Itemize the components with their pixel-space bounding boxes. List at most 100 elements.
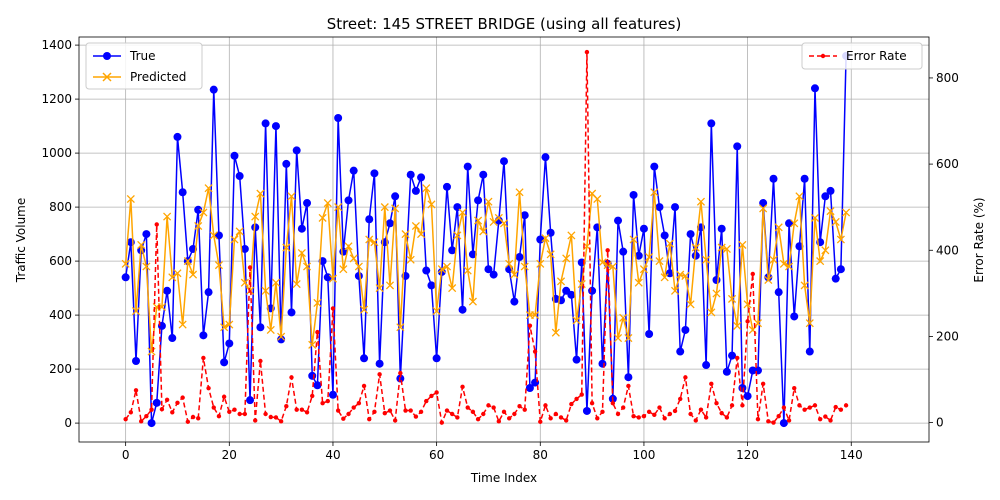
data-point (753, 366, 762, 375)
data-point (123, 416, 128, 422)
data-point (691, 243, 700, 252)
data-point (671, 203, 680, 212)
data-point (448, 284, 457, 293)
data-point (220, 323, 229, 332)
data-point (727, 294, 737, 303)
data-point (795, 242, 804, 251)
legend-true-label: True (129, 49, 156, 63)
data-point (152, 398, 161, 407)
data-point (520, 262, 529, 271)
data-point (442, 262, 452, 271)
data-point (277, 335, 286, 344)
data-point (831, 274, 840, 283)
data-point (807, 405, 812, 410)
data-point (499, 219, 509, 228)
data-point (339, 265, 348, 274)
data-point (484, 197, 493, 206)
data-point (802, 407, 807, 412)
data-point (318, 213, 327, 222)
data-point (810, 84, 819, 93)
data-point (142, 262, 151, 271)
data-point (686, 300, 695, 309)
data-point (703, 415, 709, 420)
data-point (541, 234, 550, 243)
data-point (785, 219, 794, 228)
data-point (489, 270, 498, 279)
data-point (769, 255, 778, 264)
y-tick-label: 0 (64, 416, 72, 430)
data-point (313, 381, 322, 390)
data-point (655, 257, 664, 266)
data-point (712, 289, 721, 298)
data-point (641, 413, 647, 419)
data-point (631, 413, 636, 419)
data-point (660, 231, 669, 240)
data-point (284, 404, 289, 409)
data-point (615, 411, 621, 417)
data-point (735, 355, 740, 361)
data-point (719, 410, 724, 416)
data-point (486, 403, 491, 408)
legend-predicted-marker (102, 72, 112, 82)
data-point (302, 262, 312, 271)
y-tick-label: 200 (49, 362, 72, 376)
data-point (142, 230, 151, 239)
data-point (759, 204, 768, 213)
data-point (170, 410, 175, 415)
data-point (619, 247, 628, 256)
data-point (743, 392, 752, 401)
chart-title: Street: 145 STREET BRIDGE (using all fea… (327, 15, 682, 33)
y2-axis-label: Error Rate (%) (972, 197, 986, 282)
data-point (755, 416, 761, 422)
data-point (733, 142, 742, 151)
data-point (133, 388, 139, 393)
data-point (598, 359, 607, 368)
data-point (365, 235, 374, 244)
data-point (258, 358, 263, 364)
data-point (672, 408, 678, 414)
data-point (392, 418, 398, 423)
data-point (548, 416, 553, 421)
data-point (805, 347, 814, 356)
legend-left: True Predicted (85, 42, 203, 90)
data-point (323, 198, 332, 208)
data-point (717, 243, 726, 252)
data-point (232, 407, 237, 412)
data-point (185, 419, 191, 424)
data-point (543, 403, 548, 408)
data-point (714, 401, 719, 406)
data-point (439, 420, 445, 425)
data-point (253, 418, 258, 423)
data-point (785, 262, 794, 271)
data-point (168, 334, 177, 343)
data-point (795, 192, 804, 201)
data-point (334, 114, 343, 122)
data-point (686, 230, 695, 239)
x-tick-label: 120 (736, 448, 759, 462)
data-point (173, 269, 182, 278)
data-point (282, 243, 291, 252)
data-point (790, 312, 799, 321)
data-point (481, 411, 486, 417)
data-point (836, 235, 845, 244)
data-point (304, 410, 310, 415)
data-point (334, 203, 343, 212)
data-point (745, 319, 750, 324)
data-point (147, 419, 156, 428)
data-point (261, 286, 270, 295)
data-point (432, 306, 441, 316)
data-point (621, 405, 626, 410)
data-point (805, 319, 814, 328)
data-point (449, 411, 455, 417)
data-point (558, 415, 564, 420)
data-point (738, 384, 747, 392)
data-point (693, 418, 698, 423)
data-point (299, 407, 305, 412)
data-point (800, 174, 809, 183)
data-point (760, 381, 766, 387)
data-point (211, 405, 216, 410)
data-point (460, 384, 465, 390)
data-point (843, 403, 849, 408)
data-point (553, 411, 559, 417)
data-point (650, 188, 659, 197)
